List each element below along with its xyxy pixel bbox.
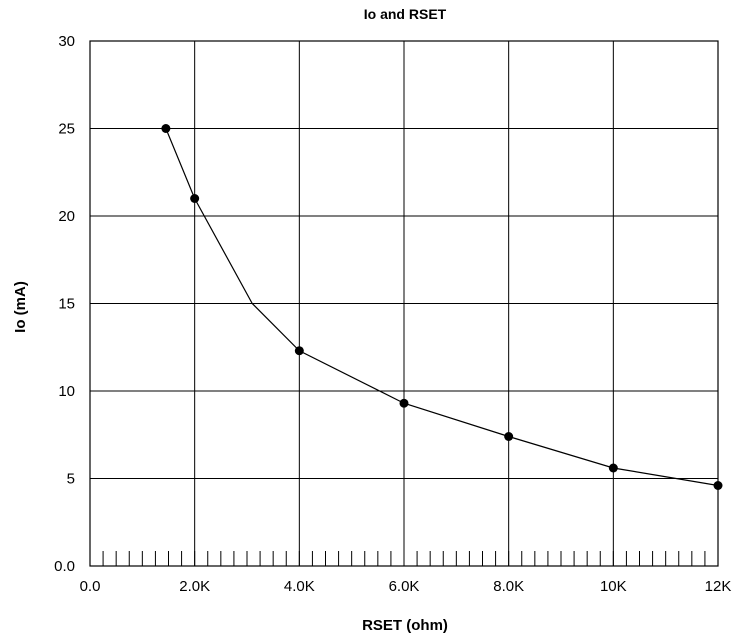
x-tick-label: 6.0K <box>389 578 420 595</box>
data-point <box>294 346 304 356</box>
data-point <box>504 432 514 441</box>
y-tick-label: 10 <box>58 383 75 400</box>
y-tick-label: 25 <box>58 121 75 138</box>
series-line <box>165 128 719 487</box>
x-tick-label: 4.0K <box>284 578 315 595</box>
chart-title: Io and RSET <box>364 6 447 22</box>
y-tick-labels: 0.0 5 10 15 20 25 30 <box>54 33 75 575</box>
y-tick-label: 0.0 <box>54 558 75 575</box>
data-point <box>608 463 618 473</box>
y-axis-label: Io (mA) <box>12 281 29 333</box>
x-tick-label: 12K <box>705 578 732 595</box>
data-point <box>190 194 200 203</box>
plot-frame <box>89 40 719 567</box>
x-tick-label: 8.0K <box>493 578 524 595</box>
y-tick-label: 15 <box>58 296 75 313</box>
grid <box>90 41 718 566</box>
x-axis-label: RSET (ohm) <box>362 617 448 634</box>
data-point <box>713 481 723 490</box>
x-tick-label: 0.0 <box>80 578 101 595</box>
x-tick-label: 2.0K <box>179 578 210 595</box>
x-tick-label: 10K <box>600 578 627 595</box>
y-tick-label: 30 <box>58 33 75 50</box>
minor-ticks <box>102 551 706 566</box>
y-tick-label: 5 <box>67 471 75 488</box>
y-tick-label: 20 <box>58 208 75 225</box>
data-point <box>399 398 409 408</box>
x-tick-labels: 0.0 2.0K 4.0K 6.0K 8.0K 10K 12K <box>80 578 732 595</box>
data-point <box>161 124 171 133</box>
series <box>161 124 723 490</box>
